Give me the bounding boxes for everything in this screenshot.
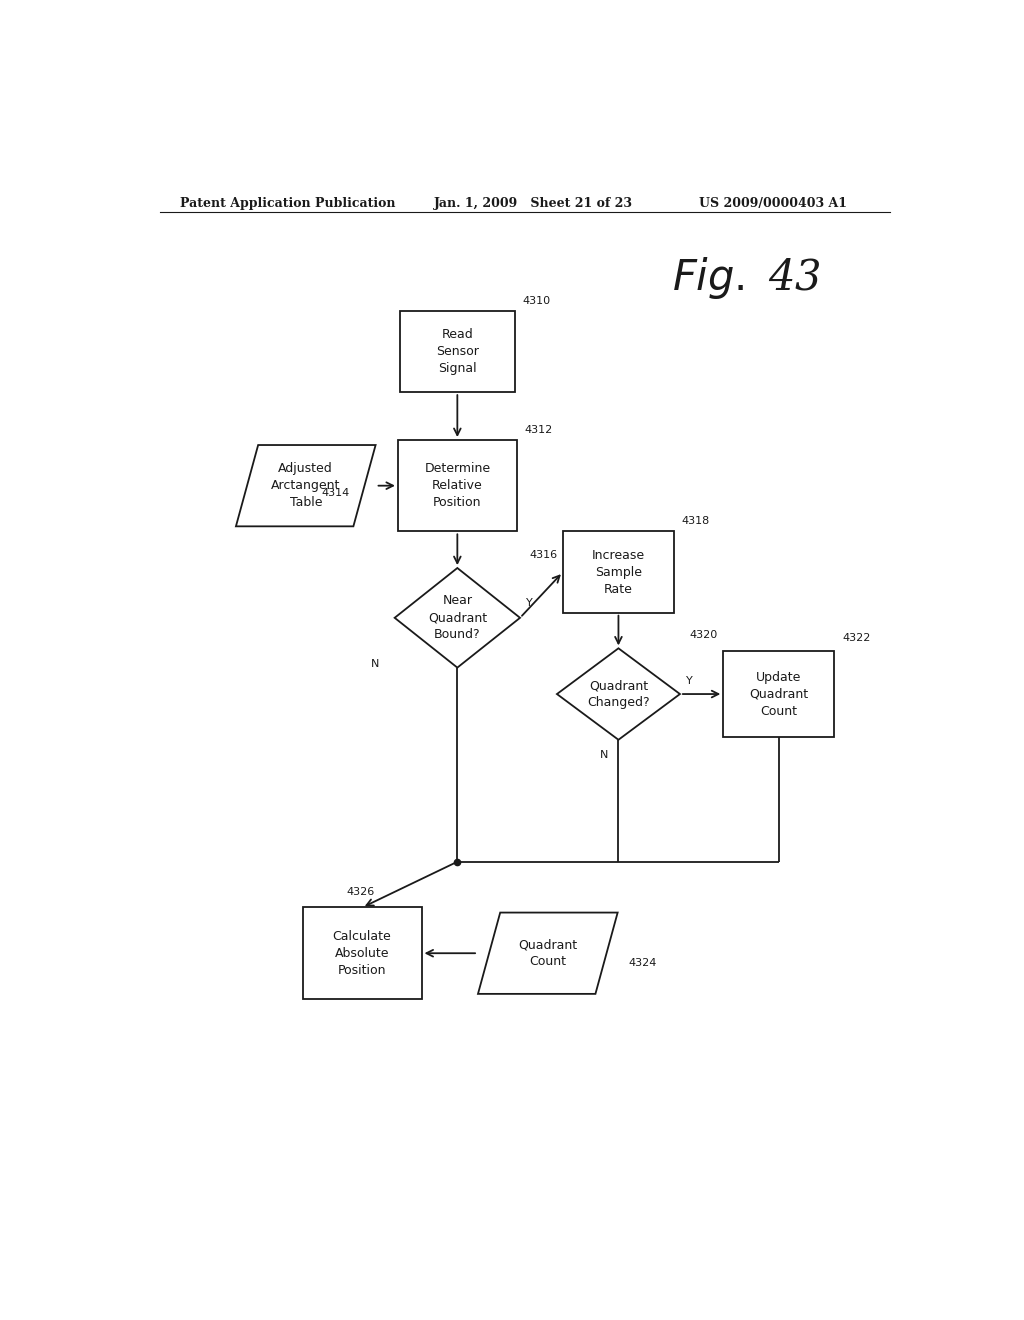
Text: Increase
Sample
Rate: Increase Sample Rate — [592, 549, 645, 595]
Text: Determine
Relative
Position: Determine Relative Position — [424, 462, 490, 510]
Text: Jan. 1, 2009   Sheet 21 of 23: Jan. 1, 2009 Sheet 21 of 23 — [433, 197, 633, 210]
Text: Near
Quadrant
Bound?: Near Quadrant Bound? — [428, 594, 486, 642]
Text: Quadrant
Changed?: Quadrant Changed? — [587, 678, 650, 709]
Text: $\mathit{Fig.}$ 43: $\mathit{Fig.}$ 43 — [672, 255, 821, 301]
FancyBboxPatch shape — [723, 651, 835, 738]
Text: N: N — [600, 750, 608, 760]
Polygon shape — [236, 445, 376, 527]
Text: Adjusted
Arctangent
Table: Adjusted Arctangent Table — [271, 462, 340, 510]
Text: 4326: 4326 — [346, 887, 375, 898]
FancyBboxPatch shape — [399, 312, 515, 392]
Text: Calculate
Absolute
Position: Calculate Absolute Position — [333, 929, 391, 977]
Text: 4324: 4324 — [629, 958, 657, 969]
Text: 4310: 4310 — [523, 296, 551, 306]
Polygon shape — [394, 568, 520, 668]
Text: 4316: 4316 — [529, 550, 558, 560]
FancyBboxPatch shape — [397, 440, 517, 532]
Text: Y: Y — [686, 676, 693, 686]
Text: Y: Y — [526, 598, 534, 607]
Polygon shape — [557, 648, 680, 739]
Text: US 2009/0000403 A1: US 2009/0000403 A1 — [699, 197, 848, 210]
Text: 4312: 4312 — [524, 425, 553, 434]
Text: 4314: 4314 — [322, 488, 350, 498]
Text: 4318: 4318 — [682, 516, 711, 527]
Text: Read
Sensor
Signal: Read Sensor Signal — [436, 327, 479, 375]
Text: N: N — [371, 660, 379, 669]
Text: Update
Quadrant
Count: Update Quadrant Count — [750, 671, 808, 718]
FancyBboxPatch shape — [303, 907, 422, 999]
Text: 4322: 4322 — [842, 632, 870, 643]
Text: 4320: 4320 — [689, 630, 718, 640]
Text: Quadrant
Count: Quadrant Count — [518, 939, 578, 969]
FancyBboxPatch shape — [563, 532, 674, 612]
Text: Patent Application Publication: Patent Application Publication — [179, 197, 395, 210]
Polygon shape — [478, 912, 617, 994]
